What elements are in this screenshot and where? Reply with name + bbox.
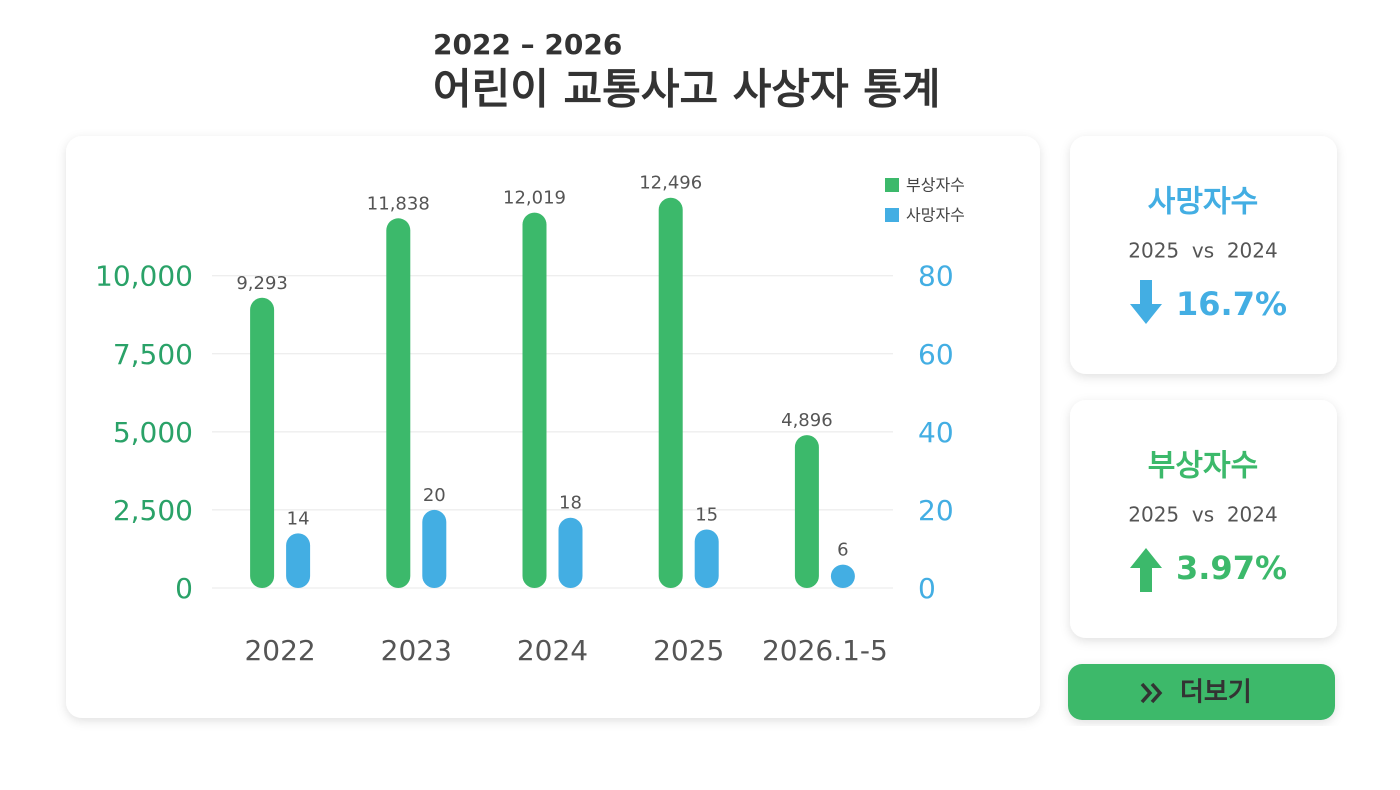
value-label: 18 <box>559 493 582 514</box>
stat-card <box>1070 400 1337 638</box>
value-label: 11,838 <box>367 193 430 214</box>
bar <box>250 297 275 588</box>
y2-tick-label: 20 <box>918 494 954 527</box>
x-tick-label: 2024 <box>517 634 588 667</box>
bar <box>658 197 683 589</box>
y-tick-label: 7,500 <box>113 338 193 371</box>
subtitle: 2022 – 2026 <box>433 28 622 61</box>
y-tick-label: 5,000 <box>113 416 193 449</box>
chevron-icon <box>1140 682 1163 704</box>
y2-tick-label: 0 <box>918 572 936 605</box>
y2-tick-label: 40 <box>918 416 954 449</box>
value-label: 14 <box>287 508 310 529</box>
bar <box>794 435 819 588</box>
bar <box>830 564 855 588</box>
legend-label: 사망자수 <box>906 206 965 225</box>
bar <box>694 529 719 588</box>
y-tick-label: 2,500 <box>113 494 193 527</box>
y2-tick-label: 60 <box>918 338 954 371</box>
title: 어린이 교통사고 사상자 통계 <box>433 65 941 114</box>
more-button[interactable] <box>1068 664 1335 720</box>
y-tick-label: 10,000 <box>95 260 193 293</box>
button-label[interactable]: 더보기 <box>1180 678 1252 708</box>
bar <box>522 212 547 588</box>
card-compare: 2025 vs 2024 <box>1128 239 1277 263</box>
value-label: 6 <box>837 540 848 561</box>
legend-label: 부상자수 <box>906 176 965 195</box>
legend-swatch <box>885 178 899 192</box>
chart-card <box>66 136 1040 718</box>
value-label: 15 <box>695 504 718 525</box>
bar <box>286 533 311 588</box>
value-label: 4,896 <box>781 410 833 431</box>
value-label: 9,293 <box>236 273 288 294</box>
card-compare: 2025 vs 2024 <box>1128 503 1277 527</box>
bar <box>558 517 583 588</box>
x-tick-label: 2025 <box>653 634 724 667</box>
value-label: 20 <box>423 485 446 506</box>
value-label: 12,019 <box>503 188 566 209</box>
arrow-icon <box>1130 548 1162 592</box>
arrow-icon <box>1130 280 1162 324</box>
card-change: 3.97% <box>1176 549 1287 587</box>
y-tick-label: 0 <box>175 572 193 605</box>
stat-card <box>1070 136 1337 374</box>
card-title: 사망자수 <box>1148 185 1258 220</box>
card-title: 부상자수 <box>1148 449 1258 484</box>
card-change: 16.7% <box>1176 285 1287 323</box>
bar <box>422 509 447 588</box>
x-tick-label: 2023 <box>381 634 452 667</box>
y2-tick-label: 80 <box>918 260 954 293</box>
x-tick-label: 2026.1-5 <box>762 634 888 667</box>
legend-swatch <box>885 208 899 222</box>
value-label: 12,496 <box>639 173 702 194</box>
bar <box>386 218 411 588</box>
x-tick-label: 2022 <box>244 634 315 667</box>
